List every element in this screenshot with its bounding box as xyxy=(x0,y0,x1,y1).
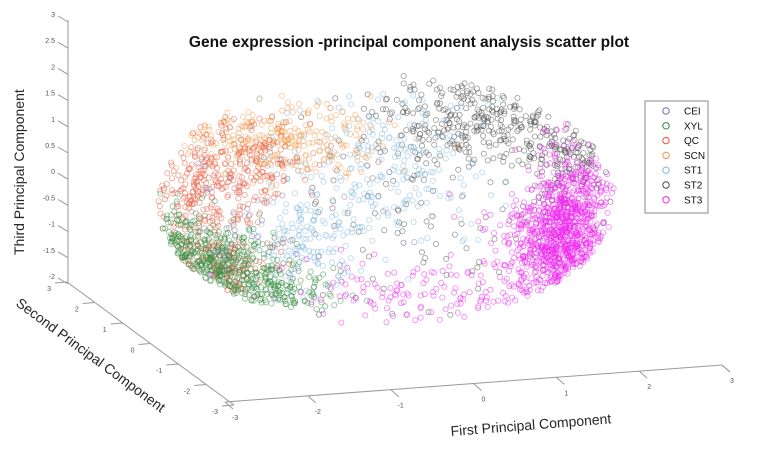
y-tick-label: 0 xyxy=(131,348,135,355)
legend-item-scn: SCN xyxy=(662,151,705,162)
legend-item-qc: QC xyxy=(662,136,699,147)
legend-marker-icon xyxy=(662,122,670,130)
x-axis: -3 -2 -1 0 1 2 3 xyxy=(224,364,734,422)
z-axis-title: Third Principal Component xyxy=(11,89,27,255)
series-st2 xyxy=(260,73,614,318)
legend-marker-icon xyxy=(662,166,670,174)
x-tick-label: -3 xyxy=(232,415,238,422)
z-tick-label: 0.5 xyxy=(45,143,55,150)
legend-label: QC xyxy=(684,136,699,147)
legend-marker-icon xyxy=(662,136,670,145)
x-tick-label: 3 xyxy=(730,378,734,385)
legend-item-st2: ST2 xyxy=(662,181,703,192)
legend-item-cei: CEI xyxy=(662,107,701,118)
x-tick-label: -2 xyxy=(315,409,321,416)
z-tick-label: 2 xyxy=(51,64,55,71)
z-tick-label: 0 xyxy=(51,169,55,176)
series-st3 xyxy=(207,120,617,326)
y-axis: 3 2 1 0 -1 -2 -3 xyxy=(47,281,235,416)
z-tick-label: -1.5 xyxy=(43,248,55,255)
legend-marker-icon xyxy=(662,196,670,204)
legend-item-xyl: XYL xyxy=(662,121,703,132)
y-tick-label: 1 xyxy=(103,327,107,334)
z-tick-label: -2 xyxy=(49,274,55,281)
legend-label: SCN xyxy=(684,151,705,162)
z-tick-label: 2.5 xyxy=(45,38,55,45)
x-tick-label: -1 xyxy=(398,403,404,410)
y-tick-label: -3 xyxy=(212,409,218,416)
y-tick-label: 2 xyxy=(75,307,79,314)
legend-item-st1: ST1 xyxy=(662,166,703,177)
x-tick-label: 2 xyxy=(647,384,651,391)
series-cei xyxy=(195,156,418,301)
z-tick-label: -1 xyxy=(49,222,55,229)
series-xyl xyxy=(157,190,370,314)
scatter-points xyxy=(155,73,617,326)
z-axis: 3 2.5 2 1.5 1 0.5 0 -0.5 -1 -1.5 -2 xyxy=(43,12,69,285)
legend: CEI XYL QC SCN ST1 ST2 ST3 xyxy=(644,100,709,214)
chart-title: Gene expression -principal component ana… xyxy=(189,34,629,51)
z-tick-label: 1 xyxy=(51,117,55,124)
legend-label: ST2 xyxy=(684,181,703,192)
y-tick-label: -2 xyxy=(184,389,190,396)
legend-label: ST3 xyxy=(684,195,703,206)
legend-label: XYL xyxy=(684,121,703,132)
x-tick-label: 0 xyxy=(482,397,486,404)
legend-marker-icon xyxy=(662,181,670,189)
z-tick-label: 1.5 xyxy=(45,91,55,98)
legend-marker-icon xyxy=(662,151,670,160)
y-tick-label: -1 xyxy=(156,368,162,375)
y-axis-title: Second Principal Component xyxy=(13,295,168,416)
x-tick-label: 1 xyxy=(564,390,568,397)
legend-item-st3: ST3 xyxy=(662,195,703,206)
z-tick-label: 3 xyxy=(51,12,55,19)
y-tick-label: 3 xyxy=(47,286,51,293)
legend-label: CEI xyxy=(684,107,701,118)
legend-marker-icon xyxy=(662,107,670,115)
x-axis-title: First Principal Component xyxy=(450,410,612,439)
legend-label: ST1 xyxy=(684,166,703,177)
z-tick-label: -0.5 xyxy=(43,195,55,202)
series-scn xyxy=(173,92,462,194)
